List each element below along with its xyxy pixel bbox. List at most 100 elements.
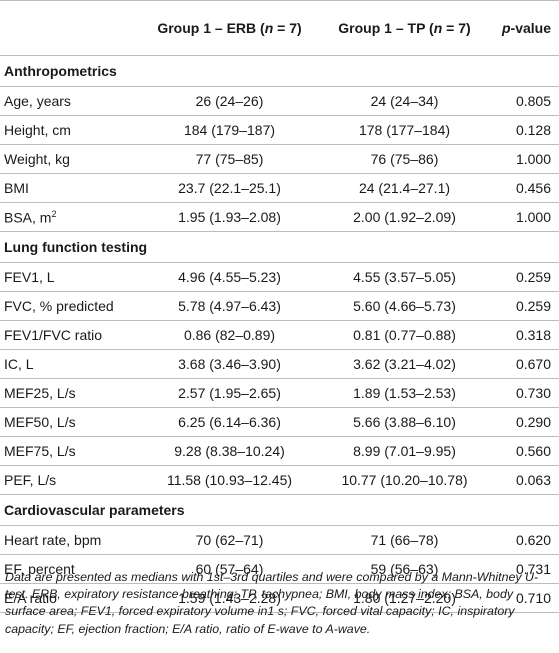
cell-group1-erb: 5.78 (4.97–6.43) <box>140 291 319 321</box>
table-row: EF, percent 60 (57–64) 59 (56–63) 0.731 <box>0 554 559 584</box>
row-label: BSA, m2 <box>0 202 140 232</box>
row-label-text: MEF50, L/s <box>4 414 76 430</box>
table-row: BSA, m2 1.95 (1.93–2.08) 2.00 (1.92–2.09) 1… <box>0 202 559 232</box>
cell-p-value: 0.670 <box>490 349 559 379</box>
cell-p-value: 0.259 <box>490 262 559 292</box>
cell-group1-tp: 5.60 (4.66–5.73) <box>319 291 490 321</box>
cell-group1-erb: 70 (62–71) <box>140 525 319 555</box>
row-label-text: EF, percent <box>4 561 75 577</box>
cell-p-value: 0.456 <box>490 173 559 203</box>
cell-p-value: 0.805 <box>490 86 559 116</box>
table-row: MEF50, L/s 6.25 (6.14–6.36) 5.66 (3.88–6.1… <box>0 407 559 437</box>
data-table: Group 1 – ERB (n = 7) Group 1 – TP (n = … <box>0 0 559 613</box>
row-label: Heart rate, bpm <box>0 525 140 555</box>
table-row: Heart rate, bpm 70 (62–71) 71 (66–78) 0.620 <box>0 525 559 555</box>
cell-group1-tp: 0.81 (0.77–0.88) <box>319 320 490 350</box>
section-header-row: Lung function testing <box>0 231 559 263</box>
table-row: MEF75, L/s 9.28 (8.38–10.24) 8.99 (7.01–9.… <box>0 436 559 466</box>
cell-p-value: 0.063 <box>490 465 559 495</box>
cell-p-value: 0.560 <box>490 436 559 466</box>
row-label: IC, L <box>0 349 140 379</box>
cell-group1-erb: 1.59 (1.43–2.28) <box>140 583 319 613</box>
row-label: EF, percent <box>0 554 140 584</box>
cell-group1-tp: 3.62 (3.21–4.02) <box>319 349 490 379</box>
section-title: Anthropometrics <box>0 55 559 87</box>
cell-group1-tp: 1.80 (1.27–2.20) <box>319 583 490 613</box>
cell-group1-erb: 3.68 (3.46–3.90) <box>140 349 319 379</box>
cell-group1-erb: 0.86 (82–0.89) <box>140 320 319 350</box>
cell-p-value: 0.290 <box>490 407 559 437</box>
cell-group1-tp: 178 (177–184) <box>319 115 490 145</box>
table-body: Anthropometrics Age, years 26 (24–26) 24 (2… <box>0 55 559 613</box>
cell-group1-erb: 6.25 (6.14–6.36) <box>140 407 319 437</box>
table-header-row: Group 1 – ERB (n = 7) Group 1 – TP (n = … <box>0 0 559 56</box>
table-row: Weight, kg 77 (75–85) 76 (75–86) 1.000 <box>0 144 559 174</box>
cell-group1-erb: 60 (57–64) <box>140 554 319 584</box>
table-footnote: Data are presented as medians with 1st–3… <box>5 570 539 636</box>
row-label-text: Height, cm <box>4 122 71 138</box>
cell-p-value: 1.000 <box>490 202 559 232</box>
section-header-row: Anthropometrics <box>0 55 559 87</box>
section-title: Lung function testing <box>0 231 559 263</box>
table-row: FVC, % predicted 5.78 (4.97–6.43) 5.60 (4.… <box>0 291 559 321</box>
cell-p-value: 1.000 <box>490 144 559 174</box>
cell-group1-tp: 24 (21.4–27.1) <box>319 173 490 203</box>
cell-group1-erb: 11.58 (10.93–12.45) <box>140 465 319 495</box>
cell-group1-tp: 4.55 (3.57–5.05) <box>319 262 490 292</box>
row-label-text: PEF, L/s <box>4 472 57 488</box>
cell-group1-tp: 8.99 (7.01–9.95) <box>319 436 490 466</box>
row-label: PEF, L/s <box>0 465 140 495</box>
row-label-text: Weight, kg <box>4 151 70 167</box>
table-row: FEV1, L 4.96 (4.55–5.23) 4.55 (3.57–5.05) 0… <box>0 262 559 292</box>
cell-p-value: 0.620 <box>490 525 559 555</box>
header-group1-tp: Group 1 – TP (n = 7) <box>319 0 490 56</box>
section-title: Cardiovascular parameters <box>0 494 559 526</box>
cell-group1-tp: 24 (24–34) <box>319 86 490 116</box>
row-label-text: MEF25, L/s <box>4 385 76 401</box>
row-label-text: FEV1, L <box>4 269 55 285</box>
row-label-text: BSA, m <box>4 209 52 226</box>
cell-group1-erb: 184 (179–187) <box>140 115 319 145</box>
row-label: MEF25, L/s <box>0 378 140 408</box>
row-label-text: FEV1/FVC ratio <box>4 327 103 343</box>
cell-group1-tp: 2.00 (1.92–2.09) <box>319 202 490 232</box>
row-label: Weight, kg <box>0 144 140 174</box>
row-label: Age, years <box>0 86 140 116</box>
cell-group1-tp: 10.77 (10.20–10.78) <box>319 465 490 495</box>
cell-p-value: 0.710 <box>490 583 559 613</box>
table-row: E/A ratio 1.59 (1.43–2.28) 1.80 (1.27–2.20… <box>0 583 559 613</box>
cell-group1-erb: 23.7 (22.1–25.1) <box>140 173 319 203</box>
cell-group1-erb: 77 (75–85) <box>140 144 319 174</box>
row-label-text: MEF75, L/s <box>4 443 76 459</box>
header-group1-erb: Group 1 – ERB (n = 7) <box>140 0 319 56</box>
table-row: Age, years 26 (24–26) 24 (24–34) 0.805 <box>0 86 559 116</box>
table-row: FEV1/FVC ratio 0.86 (82–0.89) 0.81 (0.77–0… <box>0 320 559 350</box>
row-label-text: Age, years <box>4 93 71 109</box>
cell-group1-erb: 2.57 (1.95–2.65) <box>140 378 319 408</box>
cell-p-value: 0.128 <box>490 115 559 145</box>
row-label: FEV1/FVC ratio <box>0 320 140 350</box>
row-label: MEF50, L/s <box>0 407 140 437</box>
row-label-text: Heart rate, bpm <box>4 532 102 548</box>
cell-group1-tp: 59 (56–63) <box>319 554 490 584</box>
table-row: IC, L 3.68 (3.46–3.90) 3.62 (3.21–4.02) 0.6… <box>0 349 559 379</box>
table-row: Height, cm 184 (179–187) 178 (177–184) 0.12… <box>0 115 559 145</box>
cell-group1-erb: 1.95 (1.93–2.08) <box>140 202 319 232</box>
cell-group1-tp: 5.66 (3.88–6.10) <box>319 407 490 437</box>
row-label: Height, cm <box>0 115 140 145</box>
cell-p-value: 0.259 <box>490 291 559 321</box>
section-header-row: Cardiovascular parameters <box>0 494 559 526</box>
cell-p-value: 0.318 <box>490 320 559 350</box>
cell-group1-tp: 76 (75–86) <box>319 144 490 174</box>
cell-group1-tp: 1.89 (1.53–2.53) <box>319 378 490 408</box>
cell-group1-erb: 4.96 (4.55–5.23) <box>140 262 319 292</box>
header-p-value: p-value <box>490 0 559 56</box>
cell-group1-erb: 9.28 (8.38–10.24) <box>140 436 319 466</box>
unit-superscript: 2 <box>51 208 57 219</box>
row-label-text: FVC, % predicted <box>4 298 114 314</box>
table-row: MEF25, L/s 2.57 (1.95–2.65) 1.89 (1.53–2.5… <box>0 378 559 408</box>
row-label-text: IC, L <box>4 356 34 372</box>
row-label: FVC, % predicted <box>0 291 140 321</box>
row-label: MEF75, L/s <box>0 436 140 466</box>
